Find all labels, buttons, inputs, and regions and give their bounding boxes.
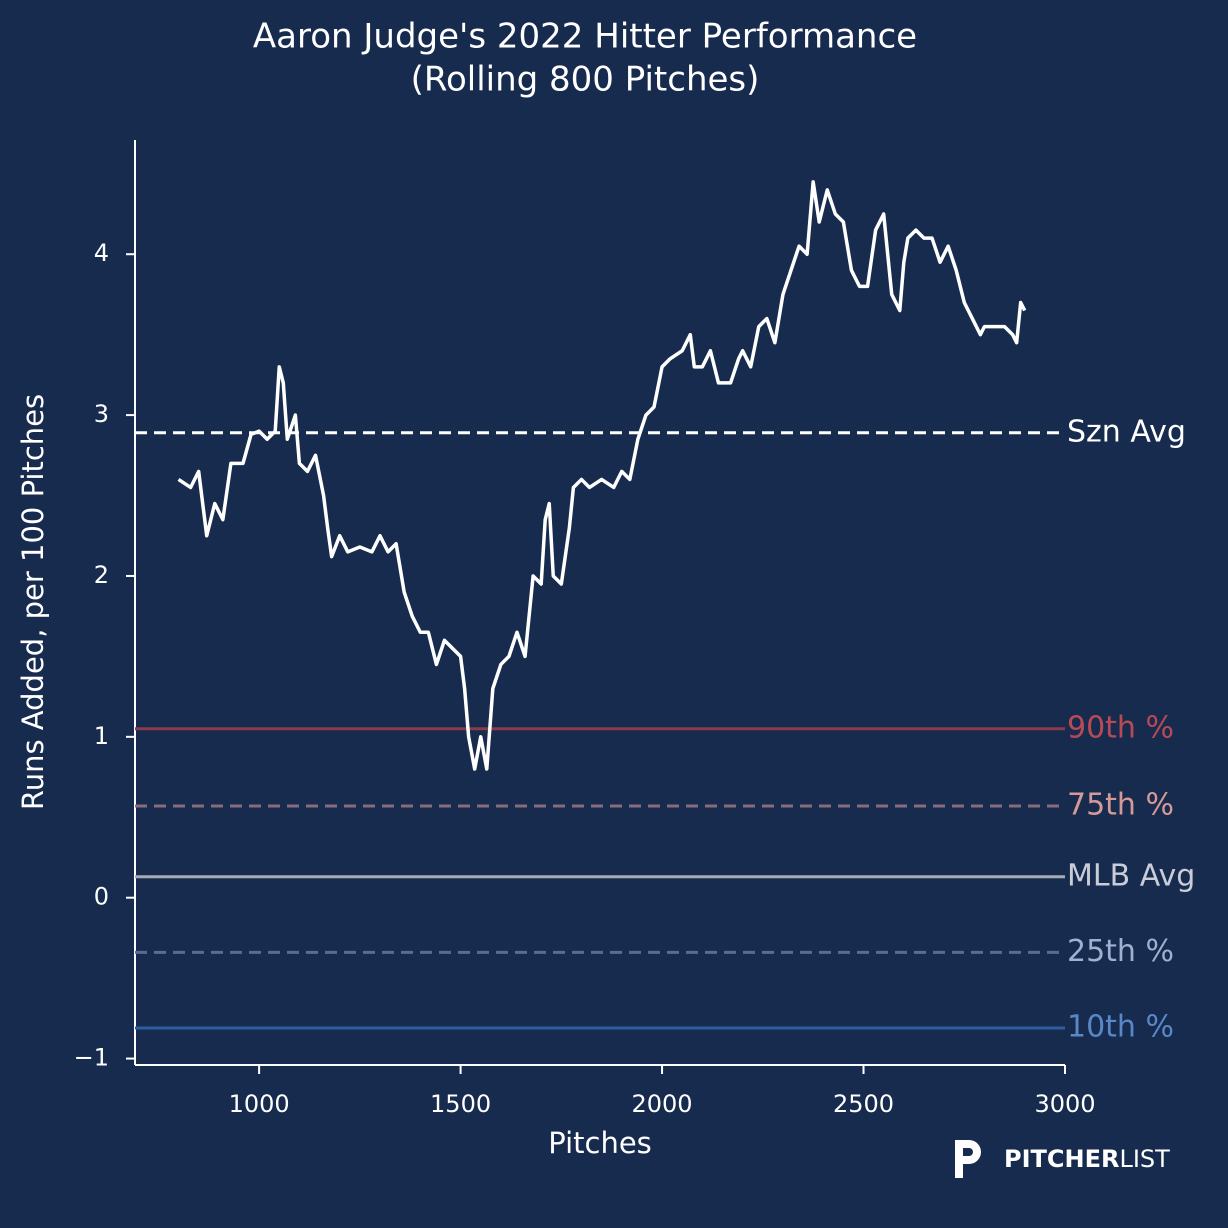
logo-bold: PITCHER [1004,1145,1119,1173]
y-axis-label: Runs Added, per 100 Pitches [16,394,50,810]
chart-subtitle: (Rolling 800 Pitches) [411,60,760,100]
reference-label: 25th % [1067,934,1174,969]
y-tick-label: 4 [94,239,109,267]
x-tick-label: 1000 [229,1090,290,1118]
y-tick-label: −1 [74,1044,109,1072]
data-line [177,180,1027,771]
reference-label: MLB Avg [1067,858,1195,893]
y-tick-label: 0 [94,883,109,911]
reference-label: 10th % [1067,1010,1174,1045]
logo: PITCHERLIST [955,1140,1170,1178]
reference-label: Szn Avg [1067,414,1186,449]
reference-label: 90th % [1067,710,1174,745]
x-tick-label: 3000 [1034,1090,1095,1118]
x-tick-label: 2000 [632,1090,693,1118]
x-axis-label: Pitches [548,1126,652,1160]
x-tick-label: 1500 [430,1090,491,1118]
reference-label: 75th % [1067,788,1174,823]
y-tick-label: 2 [94,561,109,589]
logo-icon [955,1140,981,1178]
x-tick-label: 2500 [833,1090,894,1118]
y-tick-label: 3 [94,400,109,428]
y-tick-label: 1 [94,722,109,750]
logo-text: PITCHERLIST [1004,1145,1170,1173]
logo-light: LIST [1119,1145,1170,1173]
chart-title: Aaron Judge's 2022 Hitter Performance [253,17,917,57]
